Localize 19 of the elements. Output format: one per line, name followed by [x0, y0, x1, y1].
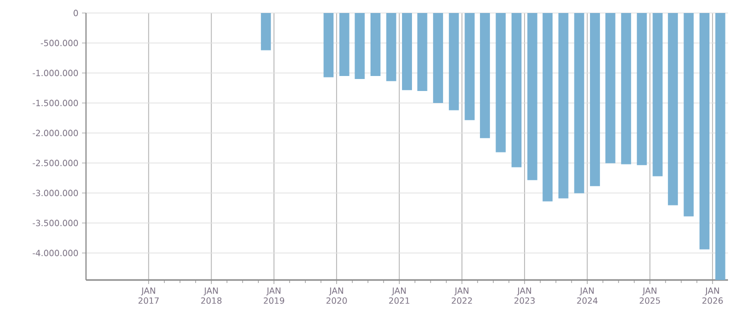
x-tick-label: JAN 2025	[640, 288, 660, 304]
y-tick-label: -2.000.000	[32, 130, 78, 136]
y-tick-label: -3.000.000	[32, 190, 78, 196]
x-tick-label: JAN 2022	[452, 288, 472, 304]
x-tick-label: JAN 2020	[326, 288, 347, 304]
x-tick-label: JAN 2019	[264, 288, 284, 304]
y-tick-label: -2.500.000	[32, 160, 78, 166]
x-tick-label: JAN 2018	[201, 288, 222, 304]
x-tick-label: JAN 2021	[389, 288, 410, 304]
y-tick-label: -1.000.000	[32, 70, 78, 76]
y-tick-label: -1.500.000	[32, 100, 78, 106]
y-tick-label: -3.500.000	[32, 220, 78, 226]
x-tick-label: JAN 2026	[702, 288, 723, 304]
x-tick-label: JAN 2023	[514, 288, 535, 304]
y-tick-label: -500.000	[40, 40, 78, 46]
y-tick-label: 0	[74, 10, 78, 16]
x-tick-label: JAN 2017	[138, 288, 159, 304]
x-tick-label: JAN 2024	[577, 288, 598, 304]
y-tick-label: -4.000.000	[32, 250, 78, 256]
